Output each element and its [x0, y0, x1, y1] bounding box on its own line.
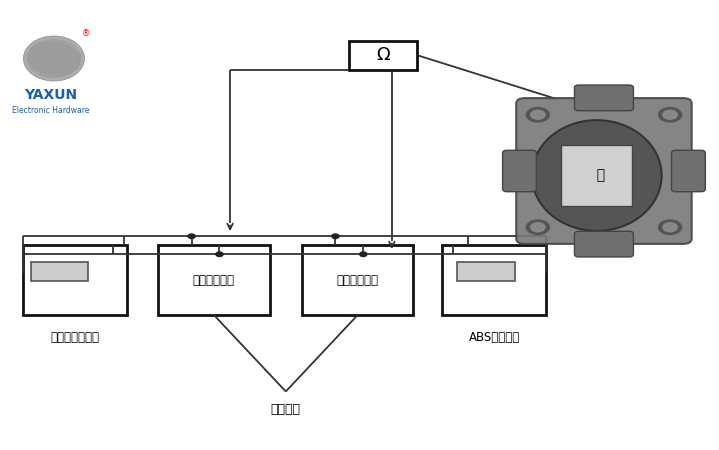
- Circle shape: [526, 220, 549, 234]
- Bar: [349, 40, 417, 70]
- FancyBboxPatch shape: [574, 85, 633, 111]
- Text: Ω: Ω: [376, 46, 390, 64]
- Text: ®: ®: [82, 29, 91, 38]
- Circle shape: [663, 223, 677, 232]
- Bar: [158, 245, 270, 315]
- Circle shape: [531, 223, 545, 232]
- FancyBboxPatch shape: [574, 231, 633, 257]
- Circle shape: [659, 220, 682, 234]
- Text: 其他控制单元: 其他控制单元: [193, 274, 235, 287]
- Text: 发动机控制单元: 发动机控制单元: [50, 331, 100, 344]
- FancyBboxPatch shape: [503, 150, 536, 192]
- Circle shape: [331, 234, 339, 238]
- Ellipse shape: [27, 40, 81, 77]
- Ellipse shape: [28, 43, 80, 74]
- Text: 终端电阻: 终端电阻: [271, 403, 301, 416]
- Bar: [31, 262, 88, 281]
- Circle shape: [360, 252, 367, 256]
- Circle shape: [531, 110, 545, 119]
- Ellipse shape: [29, 45, 79, 72]
- Ellipse shape: [28, 41, 80, 76]
- Circle shape: [663, 110, 677, 119]
- Text: 🚗: 🚗: [588, 168, 605, 183]
- Circle shape: [659, 108, 682, 122]
- Bar: [457, 262, 515, 281]
- Circle shape: [216, 252, 223, 256]
- Bar: [302, 245, 413, 315]
- Text: Electronic Hardware: Electronic Hardware: [12, 106, 89, 115]
- Circle shape: [188, 234, 196, 238]
- FancyBboxPatch shape: [672, 150, 705, 192]
- Circle shape: [526, 108, 549, 122]
- Bar: [561, 145, 633, 206]
- Bar: [23, 245, 127, 315]
- Text: YAXUN: YAXUN: [24, 88, 77, 102]
- Ellipse shape: [532, 120, 661, 231]
- Ellipse shape: [23, 36, 85, 81]
- Text: ABS控制单元: ABS控制单元: [469, 331, 520, 344]
- Text: 其他控制单元: 其他控制单元: [336, 274, 379, 287]
- Bar: [442, 245, 546, 315]
- FancyBboxPatch shape: [516, 98, 692, 244]
